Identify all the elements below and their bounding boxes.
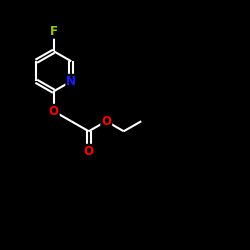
Text: O: O (84, 145, 94, 158)
Text: O: O (49, 105, 59, 118)
Text: N: N (66, 75, 76, 88)
Text: O: O (101, 115, 111, 128)
Text: F: F (50, 25, 58, 38)
